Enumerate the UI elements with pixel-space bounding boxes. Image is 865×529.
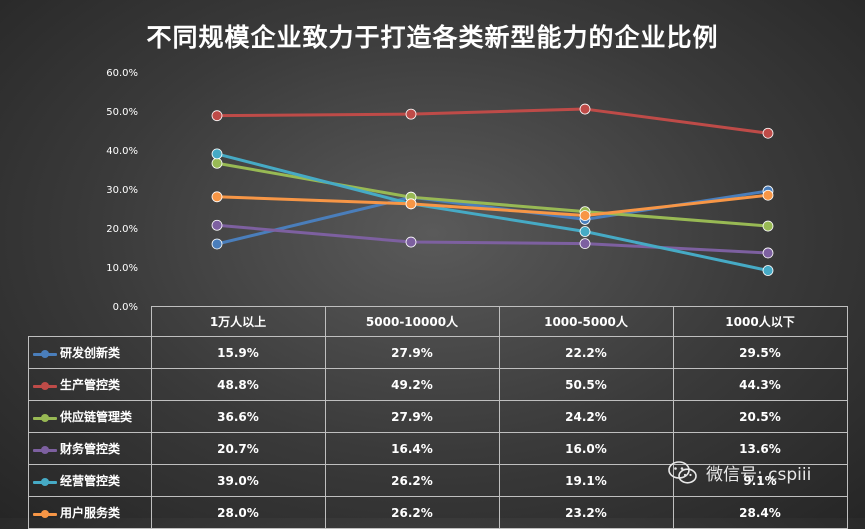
y-tick-label: 0.0% xyxy=(113,302,138,310)
data-point xyxy=(762,265,774,276)
data-point xyxy=(211,110,223,122)
data-point xyxy=(211,148,223,160)
data-label: 48.8% xyxy=(150,368,326,401)
y-tick-label: 50.0% xyxy=(106,107,138,118)
series-name: 经营管控类 xyxy=(60,474,121,488)
series-line xyxy=(215,193,770,218)
data-label: 50.5% xyxy=(498,368,674,401)
data-label: 44.3% xyxy=(672,368,848,401)
data-label: 27.9% xyxy=(324,400,500,433)
data-point xyxy=(579,210,591,221)
data-point xyxy=(211,157,223,169)
data-label: 22.2% xyxy=(498,336,674,369)
data-point xyxy=(579,103,591,115)
watermark: 微信号: cspiii xyxy=(668,460,811,485)
line-chart: 0.0% 10.0% 20.0% 30.0% 40.0% 50.0% 60.0% xyxy=(106,68,774,310)
data-label: 19.1% xyxy=(498,464,674,497)
series-legend-cell: 研发创新类 xyxy=(28,336,152,369)
data-point xyxy=(579,226,591,237)
table-column-header: 5000-10000人 xyxy=(324,306,500,337)
legend-swatch xyxy=(33,349,57,359)
table-row: 研发创新类 15.9% 27.9% 22.2% 29.5% xyxy=(28,336,848,369)
data-point xyxy=(579,238,591,250)
table-row: 用户服务类 28.0% 26.2% 23.2% 28.4% xyxy=(28,496,848,529)
legend-swatch xyxy=(33,381,57,391)
data-point xyxy=(405,198,417,210)
legend-swatch xyxy=(33,477,57,487)
series-legend-cell: 经营管控类 xyxy=(28,464,152,497)
legend-swatch xyxy=(33,413,57,423)
data-label: 16.0% xyxy=(498,432,674,465)
table-column-header: 1000人以下 xyxy=(672,306,848,337)
series-legend-cell: 生产管控类 xyxy=(28,368,152,401)
data-point xyxy=(762,127,774,139)
data-label: 20.7% xyxy=(150,432,326,465)
data-label: 24.2% xyxy=(498,400,674,433)
data-label: 36.6% xyxy=(150,400,326,433)
table-corner xyxy=(28,306,152,337)
data-table: 1万人以上 5000-10000人 1000-5000人 1000人以下 研发创新类 1… xyxy=(28,306,848,529)
series-line xyxy=(215,152,770,273)
y-tick-label: 20.0% xyxy=(106,224,138,235)
data-label: 15.9% xyxy=(150,336,326,369)
series-name: 供应链管理类 xyxy=(60,410,133,424)
table-row: 经营管控类 39.0% 26.2% 19.1% 9.1% xyxy=(28,464,848,497)
series-name: 研发创新类 xyxy=(60,346,121,360)
data-label: 26.2% xyxy=(324,496,500,529)
legend-marker xyxy=(41,349,49,358)
series-name: 生产管控类 xyxy=(60,378,121,392)
data-label: 29.5% xyxy=(672,336,848,369)
y-tick-label: 30.0% xyxy=(106,185,138,196)
series-name: 财务管控类 xyxy=(60,442,121,456)
series-line xyxy=(215,107,770,135)
table-row: 生产管控类 48.8% 49.2% 50.5% 44.3% xyxy=(28,368,848,401)
data-label: 13.6% xyxy=(672,432,848,465)
table-column-header: 1万人以上 xyxy=(150,306,326,337)
series-legend-cell: 供应链管理类 xyxy=(28,400,152,433)
watermark-text: 微信号: cspiii xyxy=(706,465,812,485)
data-point xyxy=(211,191,223,203)
data-label: 16.4% xyxy=(324,432,500,465)
legend-marker xyxy=(41,413,49,422)
data-label: 27.9% xyxy=(324,336,500,369)
legend-swatch xyxy=(33,509,57,519)
data-label: 23.2% xyxy=(498,496,674,529)
data-label: 28.4% xyxy=(672,496,848,529)
data-label: 26.2% xyxy=(324,464,500,497)
series-name: 用户服务类 xyxy=(60,506,121,520)
y-tick-label: 10.0% xyxy=(106,263,138,274)
chart-title: 不同规模企业致力于打造各类新型能力的企业比例 xyxy=(146,23,719,52)
data-label: 49.2% xyxy=(324,368,500,401)
data-point xyxy=(405,236,417,248)
data-label: 9.1% xyxy=(672,464,848,497)
series-line xyxy=(215,223,770,255)
table-column-header: 1000-5000人 xyxy=(498,306,674,337)
legend-marker xyxy=(41,509,49,518)
data-label: 28.0% xyxy=(150,496,326,529)
legend-swatch xyxy=(33,445,57,455)
legend-marker xyxy=(41,445,49,454)
data-label: 39.0% xyxy=(150,464,326,497)
data-point xyxy=(211,219,223,231)
data-point xyxy=(762,247,774,259)
data-point xyxy=(762,220,774,232)
data-point xyxy=(762,189,774,201)
table-row: 供应链管理类 36.6% 27.9% 24.2% 20.5% xyxy=(28,400,848,433)
y-tick-label: 40.0% xyxy=(106,146,138,157)
table-header-row: 1万人以上 5000-10000人 1000-5000人 1000人以下 xyxy=(28,306,848,337)
series-legend-cell: 财务管控类 xyxy=(28,432,152,465)
legend-marker xyxy=(41,381,49,390)
data-point xyxy=(211,238,223,250)
legend-marker xyxy=(41,477,49,486)
data-label: 20.5% xyxy=(672,400,848,433)
y-tick-label: 60.0% xyxy=(106,68,138,79)
data-point xyxy=(405,108,417,120)
series-legend-cell: 用户服务类 xyxy=(28,496,152,529)
wechat-icon xyxy=(668,460,697,484)
